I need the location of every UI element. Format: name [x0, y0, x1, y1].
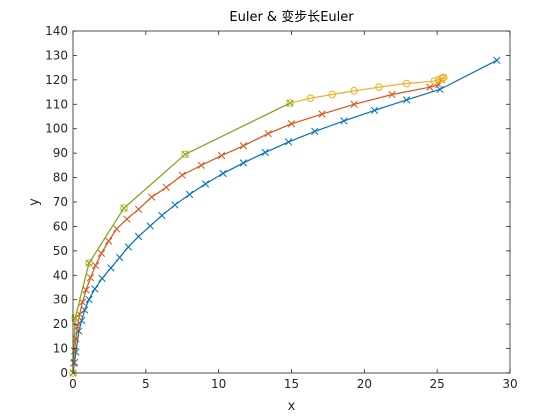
series-2-point [105, 237, 113, 245]
y-tick-label: 10 [53, 342, 68, 356]
series-1-point [98, 274, 106, 283]
y-tick-label: 20 [53, 317, 68, 331]
y-tick-label: 100 [45, 122, 68, 136]
x-tick-label: 5 [142, 377, 150, 391]
x-tick-label: 20 [357, 377, 372, 391]
series-1-point [107, 264, 115, 272]
series-2-point [388, 90, 396, 99]
x-tick-label: 15 [284, 377, 299, 391]
y-axis-label: y [27, 198, 42, 206]
y-tick-label: 0 [60, 366, 68, 380]
series-3-point [439, 73, 448, 82]
series-2-point [264, 129, 272, 138]
series-3-point [120, 204, 128, 212]
series-2-point [91, 261, 100, 270]
series-2-point [178, 171, 186, 179]
x-tick-label: 0 [69, 377, 77, 391]
axes-layer: 0 5 10 15 20 25 30 0 10 20 30 40 50 60 70 80 90 100 110 120… [45, 24, 518, 391]
y-tick-label: 50 [53, 244, 68, 258]
y-tick-label: 130 [45, 48, 68, 62]
series-3 [69, 73, 448, 377]
series-1-point [201, 180, 210, 188]
series-3-point [430, 77, 439, 85]
series-1-point [158, 211, 166, 220]
chart-title: Euler & 变步长Euler [229, 9, 354, 25]
series-1-point [261, 148, 269, 157]
series-2-point [162, 183, 170, 191]
series-2-point [123, 215, 131, 223]
series-1-point [134, 232, 143, 241]
y-tick-label: 40 [53, 268, 68, 282]
series-1-point [78, 316, 86, 325]
series-4-point [85, 259, 93, 267]
series-1-line [72, 59, 498, 374]
series-2-point [148, 193, 156, 201]
x-tick-label: 25 [430, 377, 445, 391]
series-1-point [185, 190, 194, 199]
series-1-point [493, 56, 501, 64]
series-4-line [72, 102, 291, 374]
series-1-point [91, 285, 99, 293]
series-2-point [217, 151, 226, 160]
series-1-point [115, 253, 124, 262]
series-3-point [306, 94, 315, 102]
series-2-point [426, 83, 434, 91]
series-3-point [85, 259, 93, 267]
x-axis-label: x [288, 399, 296, 414]
series-1-point [146, 222, 154, 230]
series-1-point [219, 169, 227, 178]
series-3-point [181, 150, 189, 159]
series-3-point [402, 79, 411, 88]
y-tick-label: 60 [53, 219, 68, 233]
series-2-point [97, 249, 106, 257]
series-3-point [328, 90, 337, 99]
series-1-point [436, 85, 444, 94]
series-4-point [120, 204, 128, 212]
y-tick-label: 70 [53, 195, 68, 209]
series-2-point [318, 110, 326, 118]
x-tick-label: 10 [211, 377, 226, 391]
series-2-point [350, 100, 358, 108]
series-1-point [370, 106, 379, 115]
series-1-point [311, 127, 319, 136]
y-tick-label: 80 [53, 171, 68, 185]
series-1-point [402, 96, 411, 104]
series-2-point [86, 274, 95, 282]
series-1-point [171, 201, 179, 209]
y-tick-label: 120 [45, 73, 68, 87]
x-tick-label: 30 [502, 377, 517, 391]
y-tick-label: 30 [53, 293, 68, 307]
series-3-point [350, 87, 358, 95]
series-1-point [284, 138, 293, 146]
y-tick-label: 140 [45, 24, 68, 38]
series-2-point [197, 161, 205, 170]
y-tick-label: 90 [53, 146, 68, 160]
series-3-point [375, 83, 383, 91]
series-1-point [124, 243, 133, 251]
series-2-point [287, 120, 296, 128]
series-3-point [286, 99, 294, 107]
series-1-point [85, 295, 93, 304]
series-2-point [239, 142, 248, 150]
y-tick-label: 110 [45, 97, 68, 111]
series-2-point [134, 205, 143, 213]
series-1-point [340, 117, 348, 125]
series-1-point [239, 159, 248, 167]
series-4-point [181, 150, 189, 159]
series-2-point [113, 225, 121, 233]
series-2-point [82, 286, 90, 294]
series-4-point [286, 99, 294, 107]
